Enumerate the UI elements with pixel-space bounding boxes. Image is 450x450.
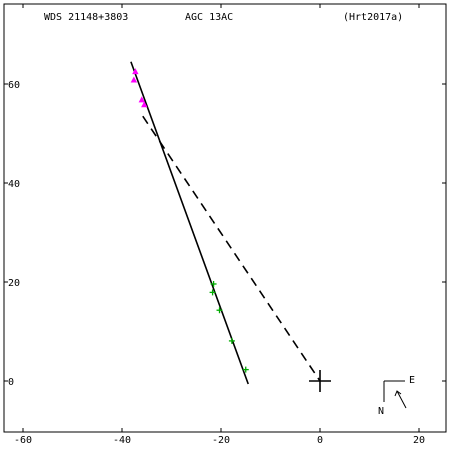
observation-marks	[130, 68, 331, 392]
header-left: WDS 21148+3803	[44, 12, 128, 23]
axis-ticks	[4, 4, 446, 432]
observation-triangle	[141, 101, 148, 108]
observation-plus	[209, 289, 216, 296]
y-tick-label: 60	[8, 80, 20, 91]
primary-star-cross	[309, 370, 331, 392]
plot-frame	[3, 3, 447, 433]
header-right: (Hrt2017a)	[343, 12, 403, 23]
orbit-lines	[130, 61, 321, 385]
x-tick-label: 0	[317, 435, 323, 446]
periastron-line	[142, 115, 321, 382]
compass-north-label: N	[378, 406, 384, 417]
axis-tick-labels: -60 -40 -20 0 20 0 20 40 60	[8, 80, 425, 446]
motion-arrow-head	[394, 390, 402, 397]
orbit-fit-line	[130, 61, 249, 385]
observation-plus	[210, 280, 217, 287]
observation-triangle	[132, 68, 139, 75]
motion-arrow	[396, 390, 407, 409]
observation-triangle	[138, 96, 145, 103]
x-tick-label: -40	[113, 435, 131, 446]
x-tick-label: -20	[212, 435, 230, 446]
x-tick-label: -60	[14, 435, 32, 446]
observation-triangle	[130, 76, 138, 83]
y-tick-label: 40	[8, 179, 20, 190]
header-center: AGC 13AC	[185, 12, 233, 23]
observation-plus	[242, 366, 249, 373]
observation-plus	[216, 307, 223, 314]
observation-plus	[228, 337, 235, 344]
compass-indicator: E N	[378, 375, 415, 417]
y-tick-label: 0	[8, 377, 14, 388]
x-tick-label: 20	[413, 435, 425, 446]
compass-east-label: E	[409, 375, 415, 386]
y-tick-label: 20	[8, 278, 20, 289]
